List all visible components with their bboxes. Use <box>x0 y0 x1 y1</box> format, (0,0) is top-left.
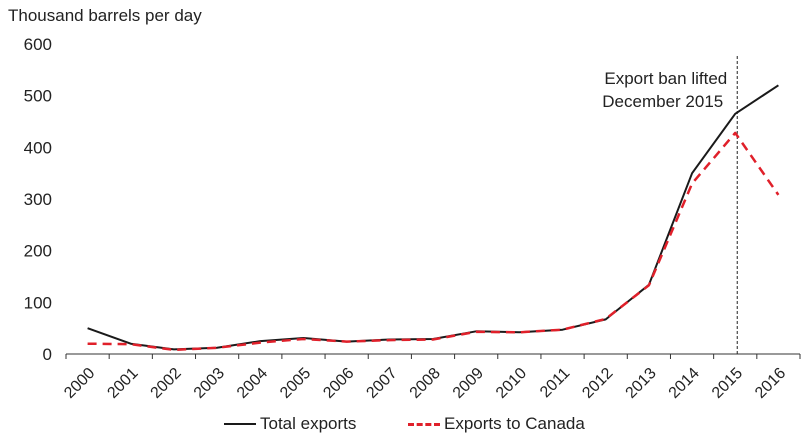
y-tick-label: 0 <box>43 345 52 364</box>
legend-label: Exports to Canada <box>444 414 585 433</box>
y-tick-label: 500 <box>24 87 52 106</box>
x-tick-label: 2014 <box>666 365 703 402</box>
x-tick-label: 2003 <box>191 365 228 402</box>
x-tick-label: 2008 <box>407 365 444 402</box>
x-tick-label: 2006 <box>320 365 357 402</box>
legend-label: Total exports <box>260 414 357 433</box>
x-tick-label: 2005 <box>277 365 314 402</box>
x-tick-label: 2000 <box>61 365 98 402</box>
y-tick-label: 200 <box>24 242 52 261</box>
y-tick-label: 100 <box>24 293 52 312</box>
legend-item-total-exports: Total exports <box>224 414 356 434</box>
x-tick-label: 2009 <box>450 365 487 402</box>
y-axis-title: Thousand barrels per day <box>8 6 202 25</box>
annotation-text-line2: December 2015 <box>602 92 723 111</box>
x-tick-label: 2013 <box>623 365 660 402</box>
legend: Total exports Exports to Canada <box>0 414 809 440</box>
y-tick-label: 400 <box>24 138 52 157</box>
y-axis: 0 100 200 300 400 500 600 <box>24 35 52 364</box>
legend-item-exports-to-canada: Exports to Canada <box>408 414 585 434</box>
x-tick-label: 2004 <box>234 365 271 402</box>
x-axis: 2000 2001 2002 2003 2004 2005 2006 2007 2008 2009… <box>61 353 801 402</box>
y-tick-label: 600 <box>24 35 52 54</box>
series-layer <box>87 84 780 352</box>
y-tick-label: 300 <box>24 190 52 209</box>
series-line-total-exports <box>87 84 779 351</box>
x-tick-label: 2011 <box>537 365 573 401</box>
x-tick-label: 2001 <box>104 365 141 402</box>
x-tick-label: 2007 <box>363 365 400 402</box>
legend-swatch-dashed <box>408 422 440 426</box>
annotation: Export ban lifted December 2015 <box>602 56 738 354</box>
series-line-exports-to-canada <box>87 131 780 352</box>
x-tick-label: 2002 <box>148 365 185 402</box>
annotation-text-line1: Export ban lifted <box>604 69 727 88</box>
legend-swatch-solid <box>224 423 256 425</box>
x-tick-label: 2015 <box>709 365 746 402</box>
x-tick-label: 2016 <box>752 365 789 402</box>
x-tick-label: 2012 <box>579 365 616 402</box>
x-tick-label: 2010 <box>493 365 530 402</box>
